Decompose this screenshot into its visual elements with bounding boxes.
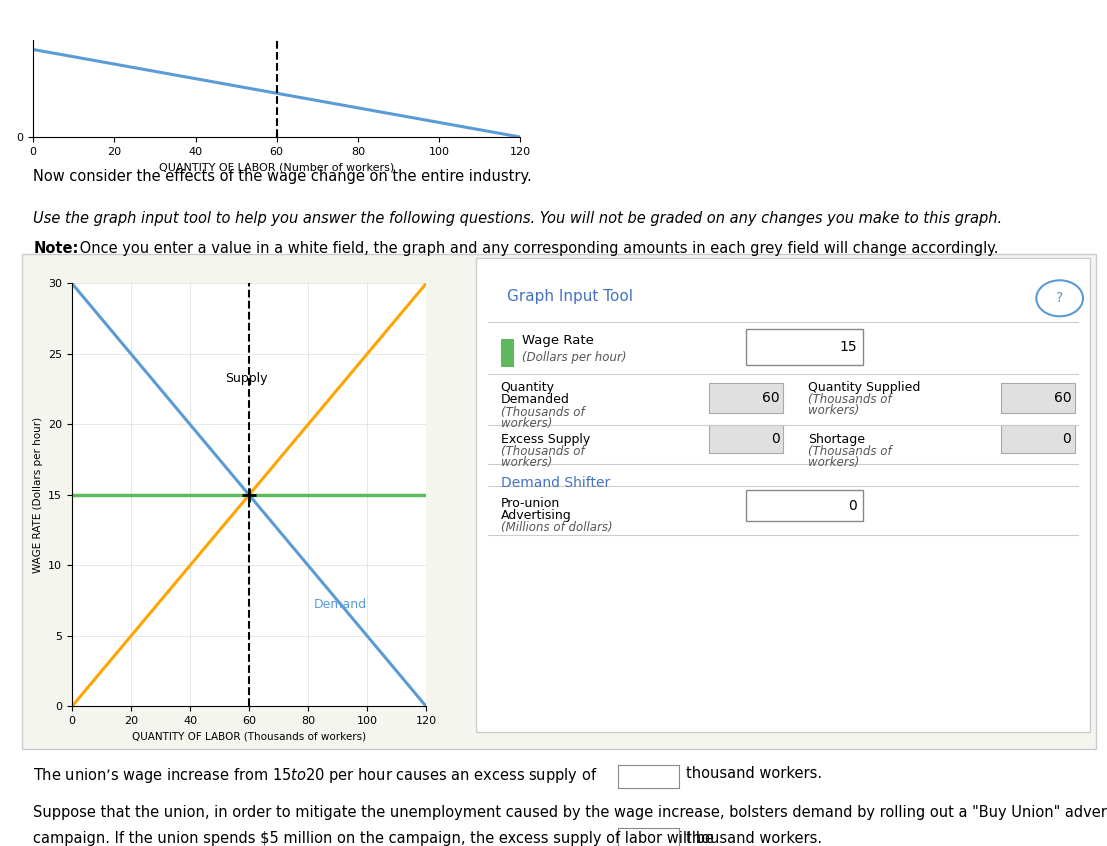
Text: workers): workers) <box>808 456 859 469</box>
FancyBboxPatch shape <box>746 490 863 521</box>
Text: Pro-union: Pro-union <box>500 497 560 510</box>
Text: Advertising: Advertising <box>500 509 571 522</box>
Text: 0: 0 <box>848 499 857 513</box>
FancyBboxPatch shape <box>1002 425 1075 453</box>
Text: (Thousands of: (Thousands of <box>500 445 584 458</box>
X-axis label: QUANTITY OF LABOR (Thousands of workers): QUANTITY OF LABOR (Thousands of workers) <box>132 732 366 742</box>
Text: Once you enter a value in a white field, the graph and any corresponding amounts: Once you enter a value in a white field,… <box>75 241 999 256</box>
Text: campaign. If the union spends $5 million on the campaign, the excess supply of l: campaign. If the union spends $5 million… <box>33 831 714 846</box>
Text: Quantity Supplied: Quantity Supplied <box>808 382 920 394</box>
Text: Wage Rate: Wage Rate <box>523 334 594 348</box>
Text: (Dollars per hour): (Dollars per hour) <box>523 351 627 364</box>
Text: ?: ? <box>1056 291 1064 305</box>
Text: (Thousands of: (Thousands of <box>808 445 891 458</box>
Text: thousand workers.: thousand workers. <box>686 831 823 846</box>
Text: Graph Input Tool: Graph Input Tool <box>507 288 633 304</box>
Text: Demanded: Demanded <box>500 393 569 406</box>
Text: Now consider the effects of the wage change on the entire industry.: Now consider the effects of the wage cha… <box>33 169 532 184</box>
Text: Supply: Supply <box>226 372 268 385</box>
Text: thousand workers.: thousand workers. <box>686 766 823 781</box>
Text: 60: 60 <box>1054 391 1072 405</box>
Y-axis label: WAGE RATE (Dollars per hour): WAGE RATE (Dollars per hour) <box>32 417 42 573</box>
Text: Shortage: Shortage <box>808 433 865 447</box>
FancyBboxPatch shape <box>710 382 784 414</box>
Text: (Thousands of: (Thousands of <box>500 406 584 419</box>
FancyBboxPatch shape <box>22 254 1096 749</box>
FancyBboxPatch shape <box>476 258 1090 732</box>
Text: (Thousands of: (Thousands of <box>808 393 891 406</box>
Text: 0: 0 <box>770 432 779 446</box>
FancyBboxPatch shape <box>746 329 863 365</box>
Text: workers): workers) <box>500 456 552 469</box>
Text: workers): workers) <box>500 417 552 430</box>
Text: The union’s wage increase from $15 to $20 per hour causes an excess supply of: The union’s wage increase from $15 to $2… <box>33 766 598 784</box>
FancyBboxPatch shape <box>710 425 784 453</box>
Text: Excess Supply: Excess Supply <box>500 433 590 447</box>
FancyBboxPatch shape <box>500 338 514 367</box>
X-axis label: QUANTITY OF LABOR (Number of workers): QUANTITY OF LABOR (Number of workers) <box>159 162 394 173</box>
Text: Demand Shifter: Demand Shifter <box>500 476 610 490</box>
Text: Suppose that the union, in order to mitigate the unemployment caused by the wage: Suppose that the union, in order to miti… <box>33 805 1107 821</box>
Text: (Millions of dollars): (Millions of dollars) <box>500 521 612 534</box>
Text: 15: 15 <box>839 340 857 354</box>
Text: 0: 0 <box>1063 432 1072 446</box>
Text: Note:: Note: <box>33 241 79 256</box>
Text: Use the graph input tool to help you answer the following questions. You will no: Use the graph input tool to help you ans… <box>33 212 1002 227</box>
Text: Demand: Demand <box>314 598 368 611</box>
FancyBboxPatch shape <box>1002 382 1075 414</box>
Text: 60: 60 <box>762 391 779 405</box>
Text: workers): workers) <box>808 404 859 417</box>
Text: Quantity: Quantity <box>500 382 555 394</box>
